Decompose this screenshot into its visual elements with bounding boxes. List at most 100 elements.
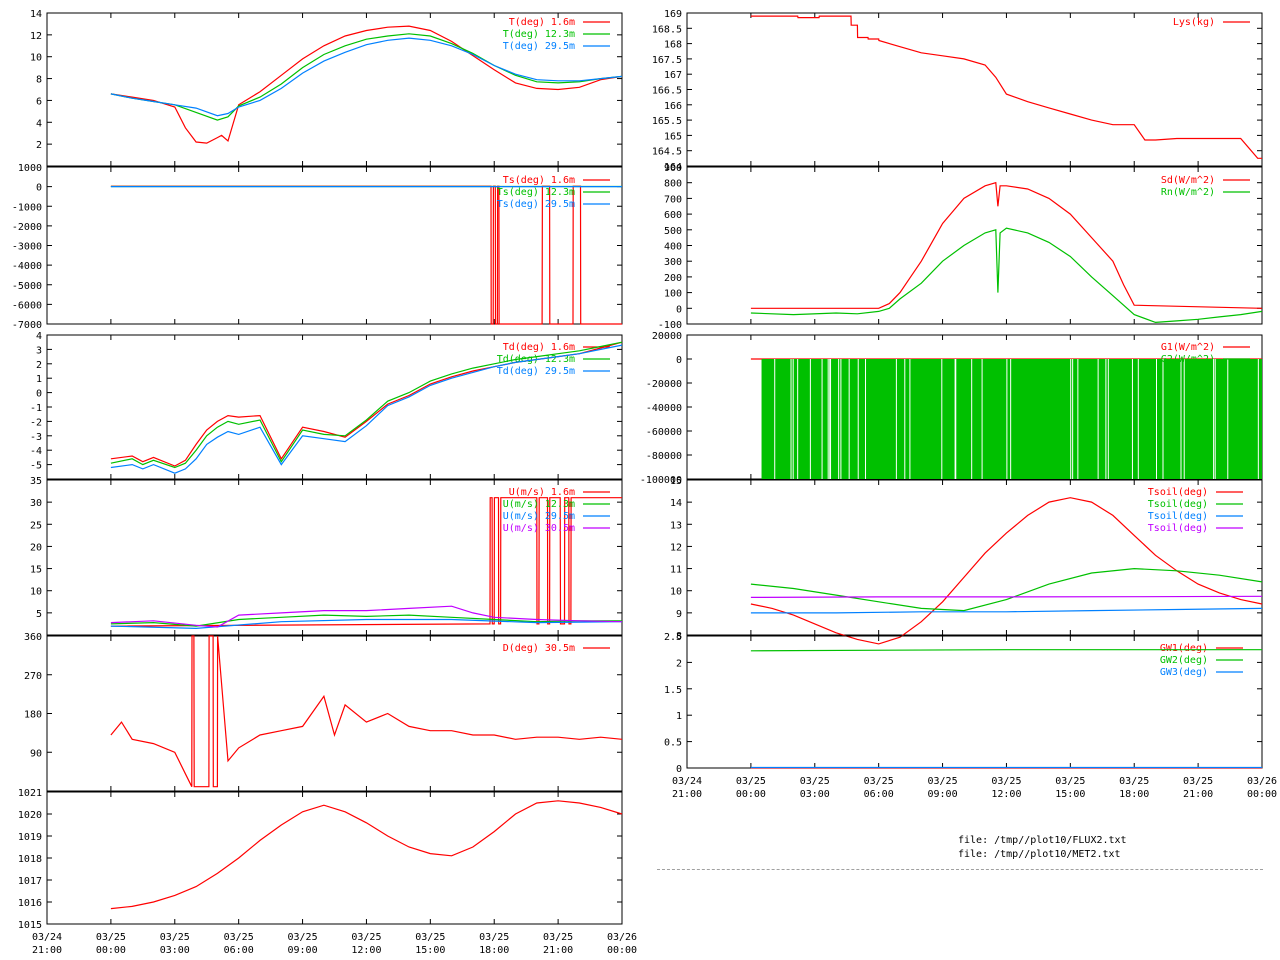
y-tick-label: 100 xyxy=(664,289,682,300)
y-tick-label: 165.5 xyxy=(652,116,682,127)
series-td-1 xyxy=(110,341,623,469)
legend-label: T(deg) 12.3m xyxy=(503,29,575,40)
y-tick-label: 11 xyxy=(670,565,682,576)
y-tick-label: 1 xyxy=(36,374,42,385)
y-tick-label: 800 xyxy=(664,179,682,190)
y-tick-label: -5 xyxy=(30,461,42,472)
y-tick-label: 1021 xyxy=(18,788,42,799)
x-tick-date: 03/26 xyxy=(1247,776,1277,787)
series-sd-0 xyxy=(750,181,1263,309)
series-line xyxy=(110,635,623,788)
y-tick-label: 0.5 xyxy=(664,738,682,749)
series-u-0 xyxy=(110,497,622,627)
series-line xyxy=(750,567,1263,612)
x-tick-time: 00:00 xyxy=(736,789,766,800)
y-tick-label: 164.5 xyxy=(652,147,682,158)
x-tick-date: 03/25 xyxy=(479,932,509,943)
y-tick-label: 1019 xyxy=(18,832,42,843)
y-tick-label: 20 xyxy=(30,542,42,553)
y-tick-label: -1000 xyxy=(12,202,42,213)
legend-label: Tsoil(deg) xyxy=(1148,523,1208,534)
series-line xyxy=(110,37,623,117)
series-line xyxy=(110,33,623,121)
series-line xyxy=(110,341,623,469)
series-d-0 xyxy=(110,635,623,788)
legend-label: D(deg) 30.5m xyxy=(503,643,575,654)
legend-label: G1(W/m^2) xyxy=(1161,342,1215,353)
y-tick-label: -100 xyxy=(658,320,682,331)
y-tick-label: 10 xyxy=(30,53,42,64)
y-tick-label: -3 xyxy=(30,432,42,443)
x-tick-date: 03/25 xyxy=(1055,776,1085,787)
band-mark xyxy=(761,359,1262,479)
plot-frame xyxy=(46,791,623,925)
series-u-2 xyxy=(110,618,623,630)
series-line xyxy=(110,618,623,630)
x-tick-time: 15:00 xyxy=(415,945,445,956)
y-tick-label: 2 xyxy=(36,140,42,151)
y-tick-label: 300 xyxy=(664,257,682,268)
x-tick-time: 00:00 xyxy=(96,945,126,956)
separator-line xyxy=(657,869,1263,870)
series-line xyxy=(750,649,1262,652)
y-tick-label: 1.5 xyxy=(664,685,682,696)
y-tick-label: 360 xyxy=(24,632,42,643)
legend-label: GW1(deg) xyxy=(1160,643,1208,654)
x-tick-time: 21:00 xyxy=(1183,789,1213,800)
y-tick-label: 8 xyxy=(36,75,42,86)
legend-label: Ts(deg) 29.5m xyxy=(497,199,575,210)
y-tick-label: 5 xyxy=(36,609,42,620)
chart-sd: -100 0 100 200 300 400 500 600 700 800 900 Sd(W/m^2… xyxy=(658,163,1263,331)
chart-p: 1015 1016 1017 1018 1019 1020 1021 xyxy=(18,788,623,931)
y-tick-label: 270 xyxy=(24,671,42,682)
y-tick-label: -20000 xyxy=(646,379,682,390)
legend-label: T(deg) 29.5m xyxy=(503,41,575,52)
y-tick-label: 0 xyxy=(36,389,42,400)
y-tick-label: 0 xyxy=(676,304,682,315)
y-tick-label: 700 xyxy=(664,194,682,205)
legend-label: U(m/s) 29.5m xyxy=(503,511,575,522)
plot-frame xyxy=(686,12,1263,167)
x-tick-date: 03/25 xyxy=(415,932,445,943)
file-list: file: /tmp//plot10/FLUX2.txt file: /tmp/… xyxy=(958,834,1158,862)
y-tick-label: 167.5 xyxy=(652,55,682,66)
x-tick-time: 21:00 xyxy=(32,945,62,956)
x-tick-date: 03/25 xyxy=(1119,776,1149,787)
plot-frame xyxy=(46,12,623,167)
series-line xyxy=(750,15,1262,159)
x-tick-date: 03/25 xyxy=(96,932,126,943)
series-p-0 xyxy=(110,800,623,910)
y-tick-label: -100000 xyxy=(640,475,682,486)
legend-label: Rn(W/m^2) xyxy=(1161,187,1215,198)
y-tick-label: -6000 xyxy=(12,300,42,311)
series-sd-1 xyxy=(750,227,1263,324)
y-tick-label: 10 xyxy=(30,587,42,598)
y-tick-label: -80000 xyxy=(646,451,682,462)
y-tick-label: -4 xyxy=(30,446,42,457)
x-tick-date: 03/24 xyxy=(672,776,702,787)
y-tick-label: 200 xyxy=(664,273,682,284)
series-tsoil-1 xyxy=(750,567,1263,612)
series-line xyxy=(750,227,1263,324)
series-line xyxy=(750,595,1263,598)
y-tick-label: 3 xyxy=(36,345,42,356)
series-tsoil-3 xyxy=(750,595,1263,598)
legend-label: Ts(deg) 12.3m xyxy=(497,187,575,198)
x-tick-time: 15:00 xyxy=(1055,789,1085,800)
x-tick-time: 09:00 xyxy=(288,945,318,956)
y-tick-label: 4 xyxy=(36,331,42,342)
x-tick-date: 03/25 xyxy=(736,776,766,787)
y-tick-label: -60000 xyxy=(646,427,682,438)
y-tick-label: 400 xyxy=(664,242,682,253)
series-t-2 xyxy=(110,37,623,117)
y-tick-label: 4 xyxy=(36,118,42,129)
legend-label: Ts(deg) 1.6m xyxy=(503,175,575,186)
x-tick-date: 03/25 xyxy=(224,932,254,943)
x-tick-date: 03/25 xyxy=(160,932,190,943)
series-line xyxy=(110,605,623,628)
series-lys-0 xyxy=(750,15,1262,159)
y-tick-label: 500 xyxy=(664,226,682,237)
y-tick-label: 1016 xyxy=(18,898,42,909)
x-tick-time: 06:00 xyxy=(864,789,894,800)
